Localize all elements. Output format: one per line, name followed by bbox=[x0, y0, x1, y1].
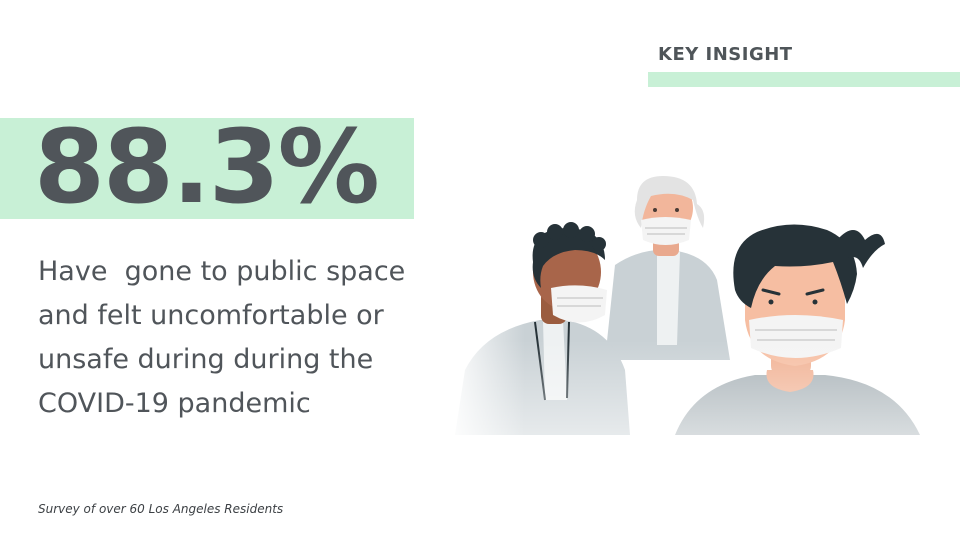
key-insight-underline bbox=[648, 72, 960, 87]
stat-description: Have gone to public space and felt uncom… bbox=[38, 256, 414, 419]
stat-value: 88.3% bbox=[34, 108, 380, 227]
masked-people-illustration bbox=[445, 170, 925, 435]
survey-source-note: Survey of over 60 Los Angeles Residents bbox=[38, 502, 284, 516]
stat-highlight-band bbox=[0, 118, 414, 219]
key-insight-label: KEY INSIGHT bbox=[658, 44, 793, 65]
